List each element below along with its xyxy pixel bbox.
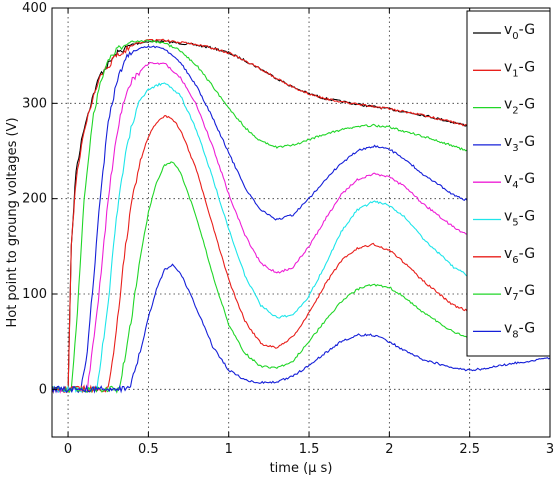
legend-label-6: v6-G [504, 246, 535, 266]
legend-box [466, 10, 551, 357]
x-tick-label: 0 [64, 442, 72, 457]
y-axis-label: Hot point to groung voltages (V) [5, 117, 20, 327]
legend-label-8: v8-G [504, 320, 535, 340]
legend-label-7: v7-G [504, 283, 535, 303]
series-line-8 [52, 263, 550, 394]
x-tick-label: 2.5 [459, 442, 480, 457]
legend: v0-G v1-G v2-G v3-G v4-G v5-G v6-G v7-G v8-G [466, 10, 551, 357]
x-axis-label: time (μ s) [270, 461, 333, 476]
legend-label-3: v3-G [504, 134, 535, 154]
y-tick-label: 100 [22, 287, 47, 302]
legend-label-5: v5-G [504, 209, 535, 229]
legend-label-1: v1-G [504, 59, 535, 79]
axis-ticks: 0 0.5 1 1.5 2 2.5 3 0 100 200 300 400 [22, 1, 554, 457]
legend-label-4: v4-G [504, 171, 535, 191]
x-tick-label: 1 [225, 442, 233, 457]
y-tick-label: 200 [22, 192, 47, 207]
y-tick-label: 0 [39, 382, 47, 397]
x-tick-label: 2 [385, 442, 393, 457]
x-tick-label: 1.5 [299, 442, 320, 457]
y-tick-label: 400 [22, 1, 47, 16]
x-tick-label: 3 [546, 442, 554, 457]
x-tick-label: 0.5 [138, 442, 159, 457]
legend-label-2: v2-G [504, 97, 535, 117]
legend-label-0: v0-G [504, 22, 535, 42]
y-tick-label: 300 [22, 96, 47, 111]
